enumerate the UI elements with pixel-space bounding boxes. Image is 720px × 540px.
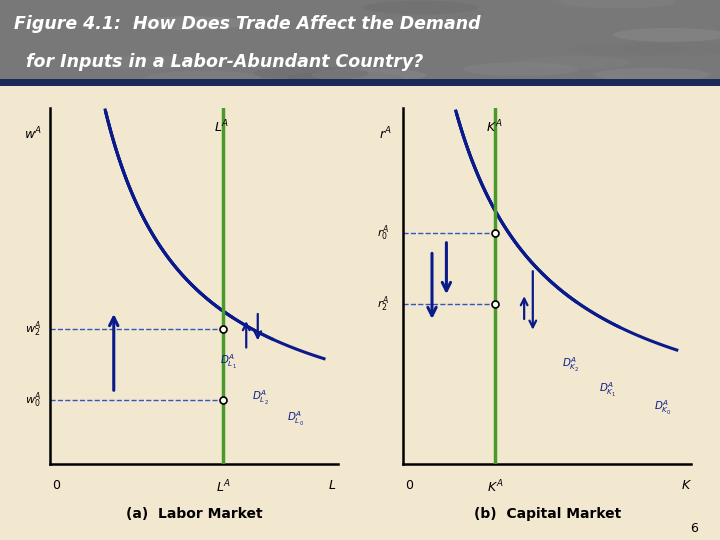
Text: $w^A_0$: $w^A_0$ (25, 390, 41, 410)
Circle shape (0, 43, 99, 57)
Circle shape (419, 55, 534, 69)
Text: $D^A_{L_0}$: $D^A_{L_0}$ (287, 410, 304, 428)
Circle shape (45, 6, 160, 20)
Circle shape (411, 29, 526, 42)
Text: K: K (681, 478, 690, 491)
Text: (a)  Labor Market: (a) Labor Market (126, 507, 263, 521)
Text: Figure 4.1:  How Does Trade Affect the Demand: Figure 4.1: How Does Trade Affect the De… (14, 15, 481, 33)
Circle shape (228, 67, 343, 81)
Circle shape (525, 9, 640, 23)
Text: $r^A$: $r^A$ (379, 126, 392, 143)
Text: $r^A_0$: $r^A_0$ (377, 223, 389, 242)
Text: $D^A_{L_2}$: $D^A_{L_2}$ (252, 388, 269, 407)
Text: 0: 0 (52, 478, 60, 491)
Circle shape (480, 77, 595, 90)
Text: $L^A$: $L^A$ (215, 478, 231, 495)
Text: $r^A_2$: $r^A_2$ (377, 294, 389, 314)
Circle shape (551, 73, 666, 87)
Circle shape (534, 72, 649, 86)
Circle shape (63, 68, 178, 82)
Text: L: L (329, 478, 336, 491)
Text: 0: 0 (405, 478, 413, 491)
Circle shape (87, 30, 202, 43)
Circle shape (53, 58, 168, 72)
Text: $D^A_{K_0}$: $D^A_{K_0}$ (654, 399, 672, 417)
Text: $K^A$: $K^A$ (487, 478, 503, 495)
Text: $L^A$: $L^A$ (214, 119, 230, 136)
Text: (b)  Capital Market: (b) Capital Market (474, 507, 621, 521)
Text: $D^A_{K_2}$: $D^A_{K_2}$ (562, 356, 579, 374)
Circle shape (203, 30, 318, 44)
Circle shape (537, 0, 652, 9)
Text: for Inputs in a Labor-Abundant Country?: for Inputs in a Labor-Abundant Country? (14, 53, 424, 71)
Text: $w^A_2$: $w^A_2$ (25, 319, 41, 339)
Text: $K^A$: $K^A$ (486, 119, 502, 136)
Circle shape (108, 41, 223, 55)
Text: $w^A$: $w^A$ (24, 126, 42, 143)
Bar (0, 79, 720, 86)
Text: $D^A_{K_1}$: $D^A_{K_1}$ (599, 381, 616, 400)
Text: 6: 6 (690, 522, 698, 535)
Circle shape (662, 10, 720, 24)
Circle shape (635, 61, 720, 75)
Text: $D^A_{L_1}$: $D^A_{L_1}$ (220, 353, 237, 371)
Circle shape (595, 0, 711, 14)
Circle shape (463, 10, 578, 24)
Circle shape (175, 74, 290, 88)
